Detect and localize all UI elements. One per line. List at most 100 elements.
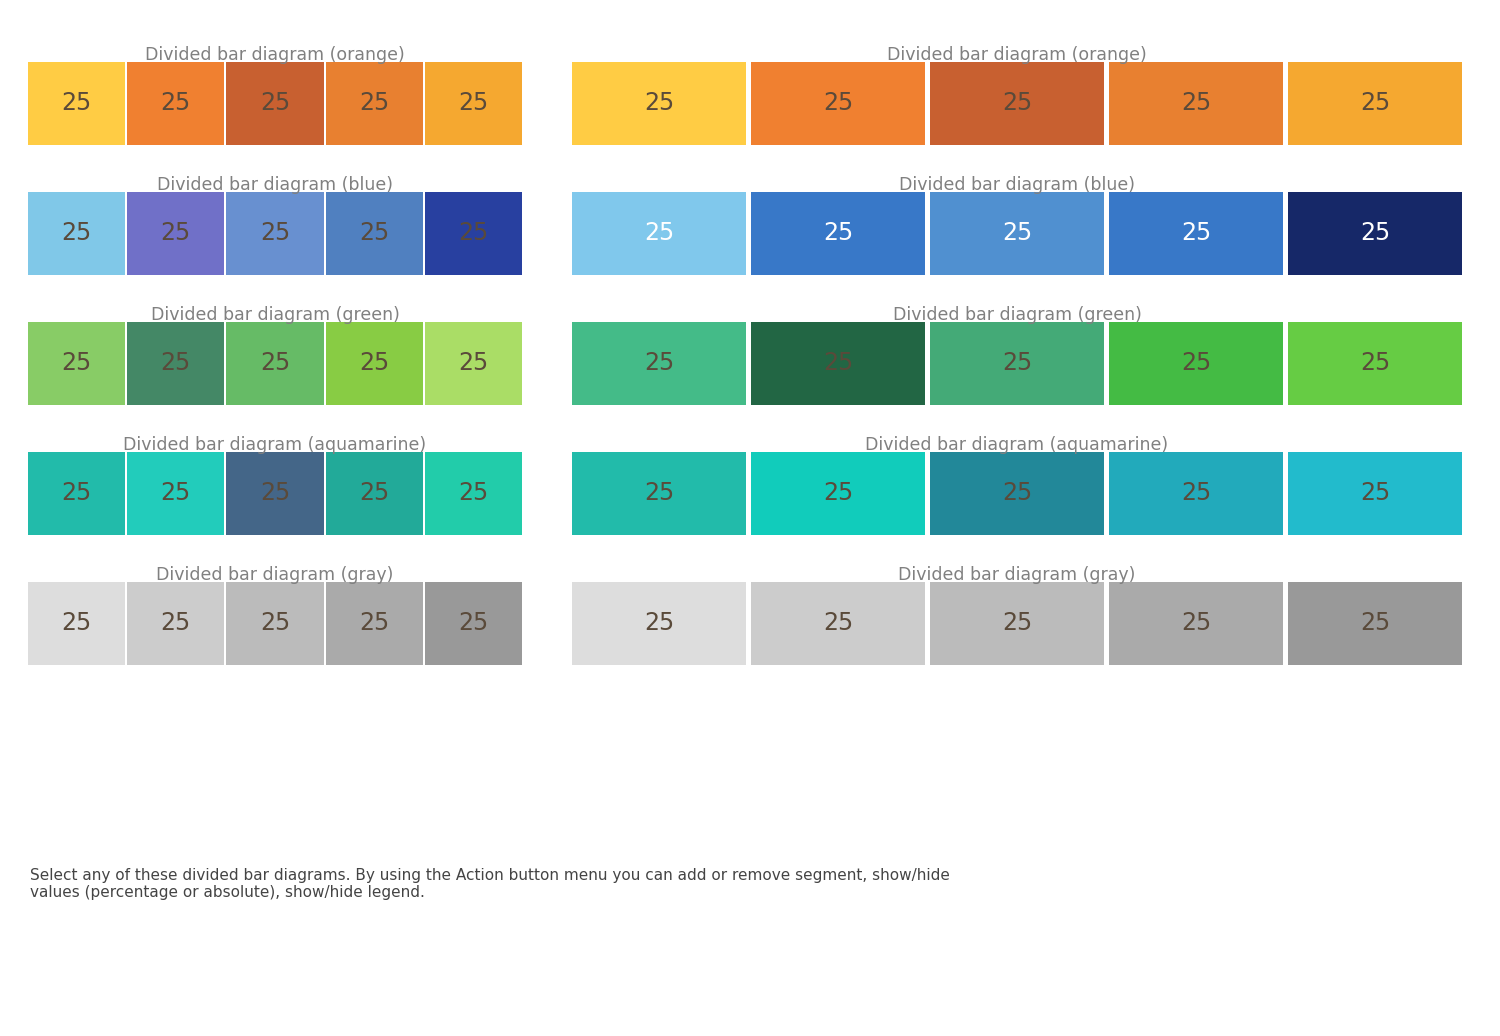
Text: Divided bar diagram (aquamarine): Divided bar diagram (aquamarine) [123, 436, 426, 454]
Text: 25: 25 [459, 482, 489, 506]
Text: 25: 25 [358, 222, 390, 246]
Bar [1288, 322, 1462, 405]
Text: 25: 25 [62, 91, 92, 115]
Bar [1108, 452, 1282, 535]
Text: 25: 25 [644, 351, 674, 375]
Bar [572, 62, 746, 145]
Bar [930, 192, 1104, 275]
Bar [128, 322, 225, 405]
Text: 25: 25 [1002, 482, 1032, 506]
Bar [226, 322, 324, 405]
Text: 25: 25 [160, 351, 190, 375]
Text: Divided bar diagram (green): Divided bar diagram (green) [150, 306, 399, 324]
Bar [930, 62, 1104, 145]
Text: 25: 25 [824, 91, 854, 115]
Text: 25: 25 [1002, 611, 1032, 635]
Text: 25: 25 [1360, 611, 1390, 635]
Text: 25: 25 [459, 91, 489, 115]
Bar [424, 322, 522, 405]
Bar [1288, 582, 1462, 665]
Text: 25: 25 [62, 611, 92, 635]
Bar [424, 192, 522, 275]
Text: 25: 25 [260, 482, 290, 506]
Bar [128, 62, 225, 145]
Text: 25: 25 [824, 222, 854, 246]
Bar [752, 322, 926, 405]
Text: 25: 25 [1002, 91, 1032, 115]
Bar [28, 62, 124, 145]
Bar [1108, 192, 1282, 275]
Text: 25: 25 [160, 222, 190, 246]
Text: 25: 25 [644, 222, 674, 246]
Bar [226, 192, 324, 275]
Bar [572, 582, 746, 665]
Text: 25: 25 [644, 482, 674, 506]
Text: Divided bar diagram (gray): Divided bar diagram (gray) [156, 566, 393, 584]
Text: 25: 25 [1180, 482, 1210, 506]
Bar [1288, 452, 1462, 535]
Text: Divided bar diagram (orange): Divided bar diagram (orange) [146, 46, 405, 64]
Bar [752, 62, 926, 145]
Text: 25: 25 [358, 91, 390, 115]
Bar [28, 452, 124, 535]
Text: 25: 25 [1360, 91, 1390, 115]
Text: 25: 25 [260, 91, 290, 115]
Bar [1108, 582, 1282, 665]
Text: Select any of these divided bar diagrams. By using the Action button menu you ca: Select any of these divided bar diagrams… [30, 868, 950, 900]
Bar [128, 192, 225, 275]
Text: Divided bar diagram (blue): Divided bar diagram (blue) [898, 176, 1136, 194]
Text: 25: 25 [644, 91, 674, 115]
Text: 25: 25 [1180, 351, 1210, 375]
Bar [226, 582, 324, 665]
Text: Divided bar diagram (orange): Divided bar diagram (orange) [886, 46, 1148, 64]
Text: 25: 25 [62, 222, 92, 246]
Bar [1108, 322, 1282, 405]
Text: 25: 25 [260, 351, 290, 375]
Bar [1108, 62, 1282, 145]
Bar [1288, 192, 1462, 275]
Text: 25: 25 [1180, 91, 1210, 115]
Bar [424, 62, 522, 145]
Text: 25: 25 [459, 611, 489, 635]
Bar [572, 192, 746, 275]
Bar [424, 452, 522, 535]
Bar [930, 582, 1104, 665]
Text: Divided bar diagram (green): Divided bar diagram (green) [892, 306, 1142, 324]
Text: 25: 25 [1360, 482, 1390, 506]
Bar [28, 322, 124, 405]
Bar [930, 322, 1104, 405]
Bar [326, 62, 423, 145]
Bar [326, 192, 423, 275]
Text: 25: 25 [1180, 611, 1210, 635]
Bar [572, 322, 746, 405]
Text: 25: 25 [260, 611, 290, 635]
Text: 25: 25 [644, 611, 674, 635]
Bar [326, 322, 423, 405]
Text: 25: 25 [1002, 222, 1032, 246]
Bar [326, 452, 423, 535]
Text: 25: 25 [358, 482, 390, 506]
Text: 25: 25 [160, 482, 190, 506]
Bar [128, 452, 225, 535]
Text: 25: 25 [260, 222, 290, 246]
Text: 25: 25 [1360, 351, 1390, 375]
Bar [326, 582, 423, 665]
Text: 25: 25 [62, 482, 92, 506]
Text: 25: 25 [62, 351, 92, 375]
Text: 25: 25 [1180, 222, 1210, 246]
Text: 25: 25 [1002, 351, 1032, 375]
Bar [752, 192, 926, 275]
Text: Divided bar diagram (aquamarine): Divided bar diagram (aquamarine) [865, 436, 1168, 454]
Text: Divided bar diagram (blue): Divided bar diagram (blue) [158, 176, 393, 194]
Text: 25: 25 [160, 611, 190, 635]
Bar [1288, 62, 1462, 145]
Text: 25: 25 [358, 351, 390, 375]
Bar [930, 452, 1104, 535]
Text: 25: 25 [358, 611, 390, 635]
Text: 25: 25 [824, 482, 854, 506]
Text: Divided bar diagram (gray): Divided bar diagram (gray) [898, 566, 1136, 584]
Bar [226, 62, 324, 145]
Bar [128, 582, 225, 665]
Text: 25: 25 [459, 351, 489, 375]
Text: 25: 25 [160, 91, 190, 115]
